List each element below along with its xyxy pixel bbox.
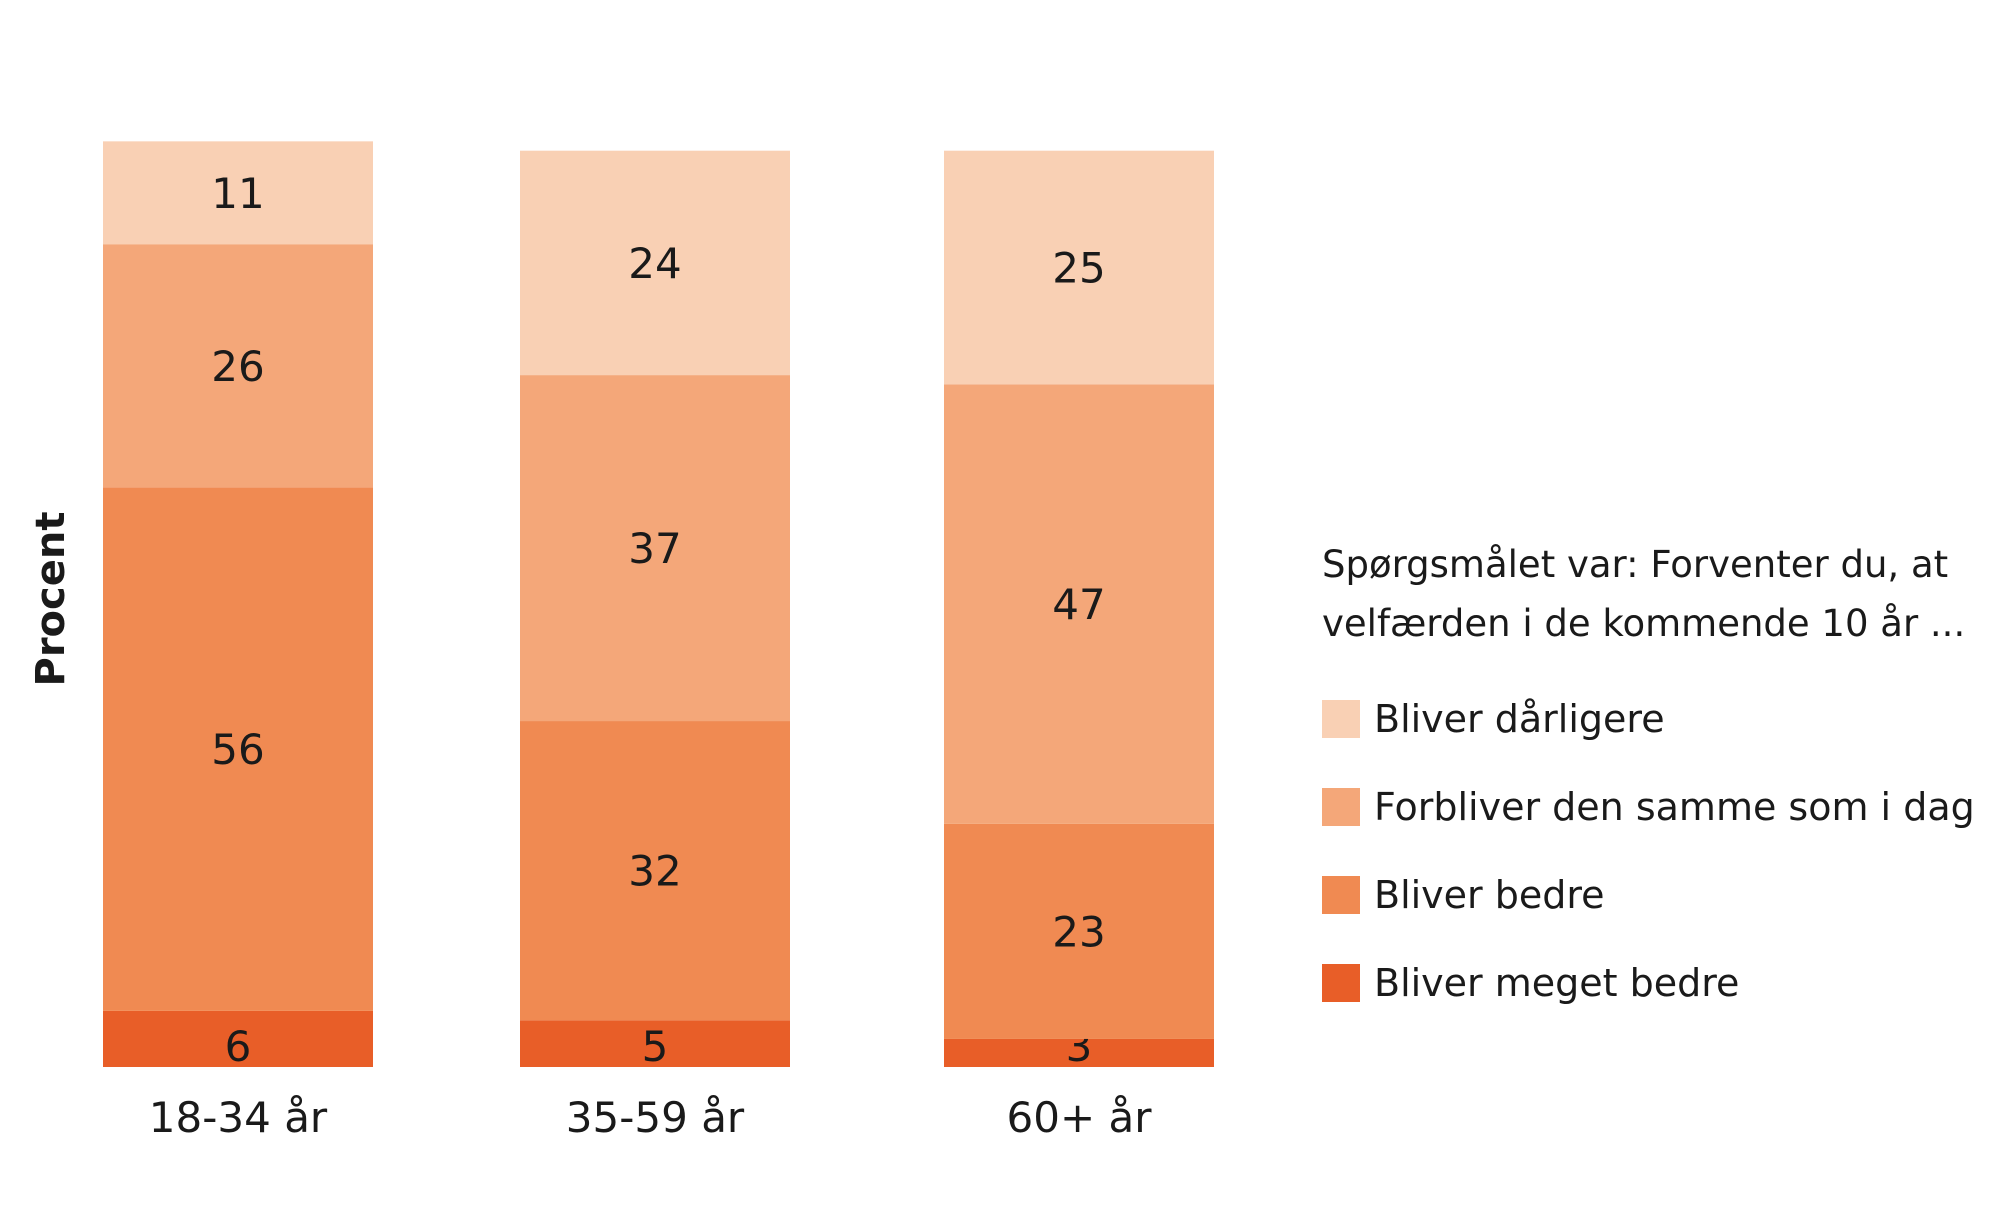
bar-segment [520, 721, 790, 1021]
legend-swatch [1322, 700, 1360, 738]
data-label: 56 [211, 725, 264, 774]
legend-label: Bliver dårligere [1374, 697, 1665, 741]
data-label: 6 [225, 1022, 252, 1071]
legend-swatch [1322, 876, 1360, 914]
bar-segment [944, 823, 1214, 1039]
legend-swatch [1322, 788, 1360, 826]
legend-item-bliver-bedre: Bliver bedre [1322, 851, 1992, 939]
bar-segment [103, 487, 373, 1011]
legend-label: Bliver meget bedre [1374, 961, 1740, 1005]
legend-item-forbliver: Forbliver den samme som i dag [1322, 763, 1992, 851]
bar-segment [944, 1038, 1214, 1067]
data-label: 47 [1052, 580, 1105, 629]
legend-label: Forbliver den samme som i dag [1374, 785, 1975, 829]
legend-item-bliver-darligere: Bliver dårligere [1322, 675, 1992, 763]
bar-segment [103, 1010, 373, 1067]
legend: Spørgsmålet var: Forventer du, at velfær… [1322, 535, 1992, 1027]
x-tick-label: 18-34 år [149, 1093, 328, 1142]
data-label: 26 [211, 342, 264, 391]
legend-title: Spørgsmålet var: Forventer du, at velfær… [1322, 543, 1966, 645]
data-label: 11 [211, 169, 264, 218]
bar-segment [944, 384, 1214, 824]
data-label: 23 [1052, 907, 1105, 956]
data-label: 24 [628, 239, 681, 288]
bar-segment [103, 141, 373, 245]
bar-segment [520, 375, 790, 722]
data-label: 5 [642, 1022, 669, 1071]
bar-segment [520, 150, 790, 376]
y-axis-label: Procent [28, 511, 74, 687]
bar-segment [103, 244, 373, 488]
x-tick-label: 60+ år [1007, 1093, 1153, 1142]
legend-item-bliver-meget-bedre: Bliver meget bedre [1322, 939, 1992, 1027]
bar-segment [944, 150, 1214, 385]
bar-segment [520, 1020, 790, 1067]
x-tick-label: 35-59 år [566, 1093, 745, 1142]
legend-swatch [1322, 964, 1360, 1002]
data-label: 25 [1052, 244, 1105, 293]
legend-label: Bliver bedre [1374, 873, 1605, 917]
data-label: 37 [628, 524, 681, 573]
data-label: 32 [628, 847, 681, 896]
